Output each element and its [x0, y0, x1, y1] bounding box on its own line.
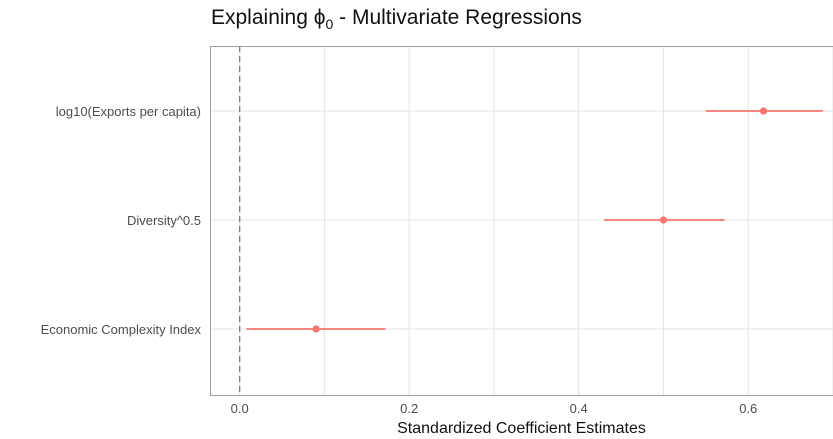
estimate-point — [759, 107, 768, 115]
y-tick-label: Economic Complexity Index — [41, 322, 202, 337]
x-tick-label: 0.6 — [739, 401, 757, 416]
chart-title: Explaining ϕ0 - Multivariate Regressions — [211, 6, 582, 32]
y-tick-label: Diversity^0.5 — [127, 213, 201, 228]
estimate-point — [659, 216, 668, 224]
chart-title-symbol: ϕ — [313, 6, 326, 29]
panel-border — [210, 46, 833, 396]
x-tick-label: 0.4 — [570, 401, 588, 416]
chart-title-prefix: Explaining — [211, 6, 314, 29]
x-tick-label: 0.0 — [231, 401, 249, 416]
y-tick-label: log10(Exports per capita) — [56, 104, 201, 119]
chart-title-subscript: 0 — [325, 16, 334, 33]
x-tick-label: 0.2 — [400, 401, 418, 416]
estimate-point — [312, 325, 320, 333]
x-axis-title: Standardized Coefficient Estimates — [397, 420, 646, 437]
chart-title-suffix: - Multivariate Regressions — [333, 6, 582, 29]
